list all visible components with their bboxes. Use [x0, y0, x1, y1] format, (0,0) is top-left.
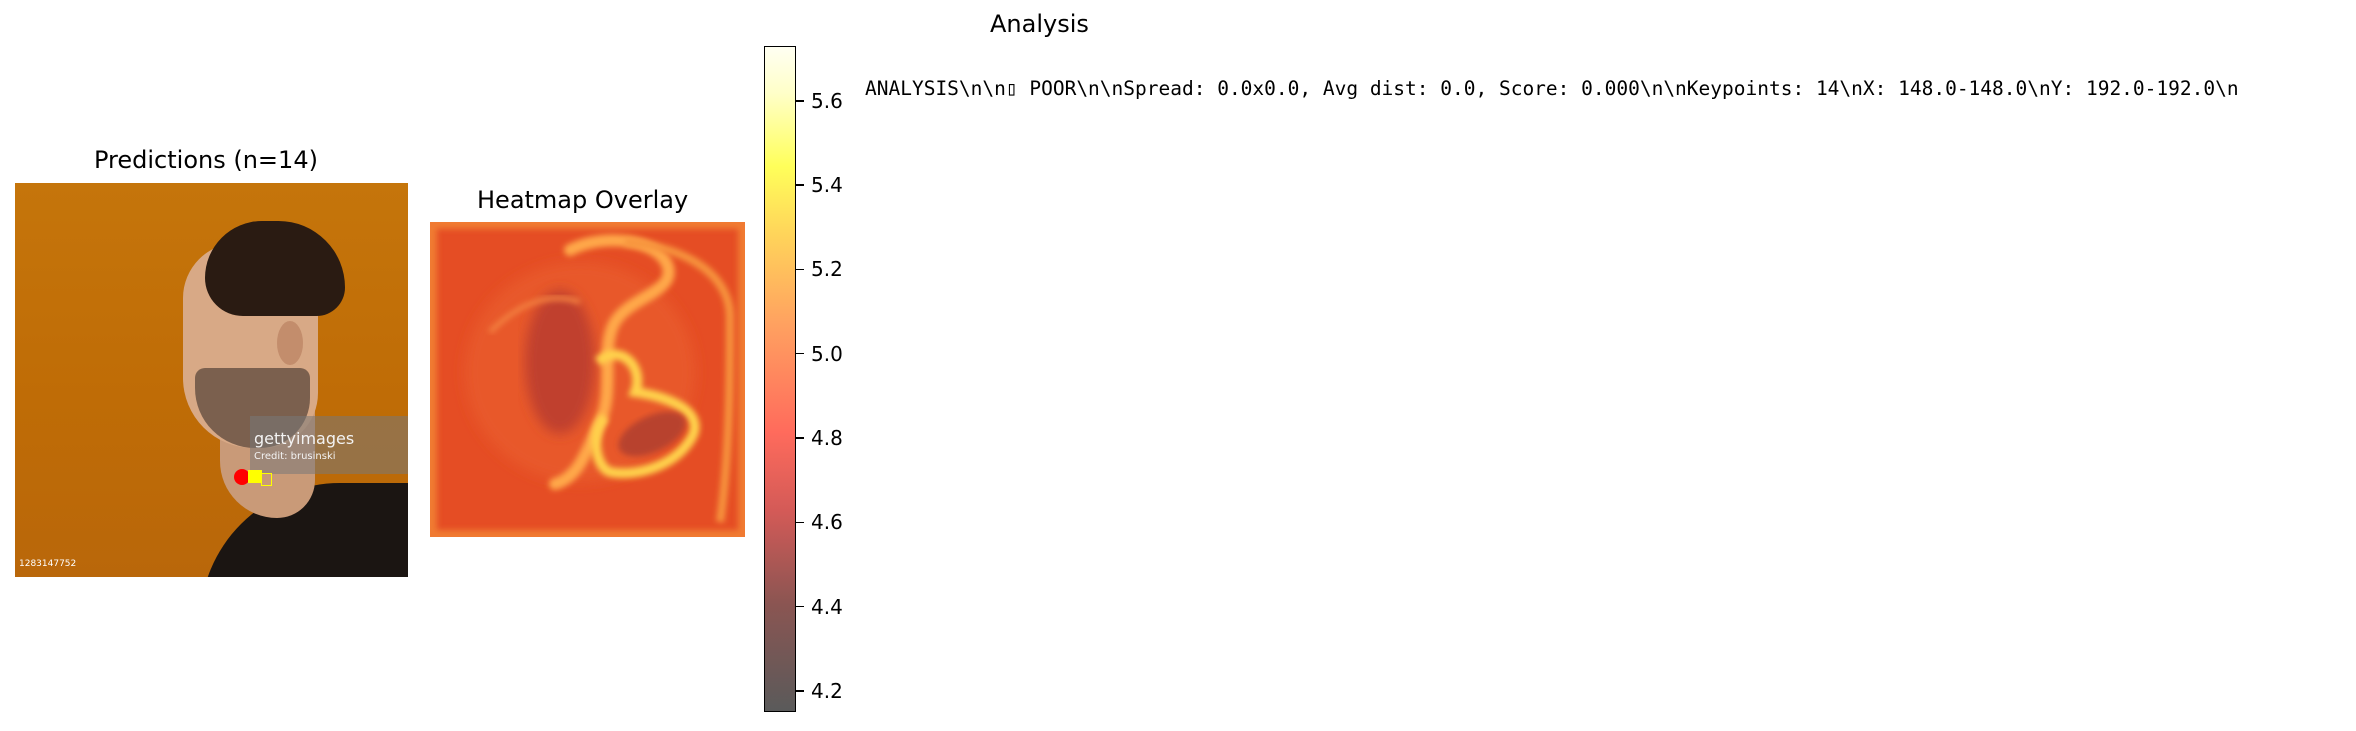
colorbar-tick-label: 5.6	[811, 88, 843, 113]
colorbar-tick	[796, 437, 804, 439]
heatmap-title: Heatmap Overlay	[477, 186, 689, 214]
heatmap-dark-region	[525, 290, 595, 434]
watermark-credit: Credit: brusinski	[254, 451, 336, 462]
analysis-text: ANALYSIS\n\n▯ POOR\n\nSpread: 0.0x0.0, A…	[865, 77, 2239, 100]
colorbar-tick	[796, 521, 804, 524]
colorbar-tick-label: 4.2	[811, 678, 843, 703]
analysis-title: Analysis	[990, 10, 1089, 38]
prediction-photo: gettyimages Credit: brusinski 1283147752	[15, 183, 408, 577]
colorbar-tick	[796, 352, 804, 355]
colorbar-tick-label: 4.8	[811, 426, 843, 450]
colorbar-tick-label: 5.4	[811, 173, 843, 198]
watermark-band	[250, 416, 408, 474]
heatmap-overlay	[430, 222, 745, 537]
colorbar-tick-label: 5.0	[811, 341, 843, 366]
photo-hair	[205, 221, 345, 316]
colorbar-tick-label: 4.6	[811, 510, 843, 535]
watermark-logo: gettyimages	[254, 429, 355, 448]
colorbar-tick-label: 4.4	[811, 594, 843, 619]
heatmap-contour-hot	[590, 349, 700, 479]
heatmap-inner-dark	[618, 411, 686, 457]
keypoint-marker	[234, 469, 250, 485]
colorbar-tick	[796, 268, 804, 271]
colorbar-tick	[796, 100, 804, 102]
colorbar-tick	[796, 184, 804, 186]
keypoint-marker	[248, 470, 262, 483]
colorbar-tick-label: 5.2	[811, 257, 843, 282]
watermark-id: 1283147752	[19, 559, 77, 569]
colorbar-tick	[796, 690, 804, 692]
keypoint-marker	[261, 473, 272, 486]
heatmap-contour-right	[624, 238, 735, 523]
heatmap-contour-left	[488, 295, 581, 334]
colorbar	[764, 46, 796, 712]
predictions-title: Predictions (n=14)	[94, 146, 318, 174]
photo-ear	[277, 321, 303, 365]
colorbar-tick	[796, 605, 804, 608]
